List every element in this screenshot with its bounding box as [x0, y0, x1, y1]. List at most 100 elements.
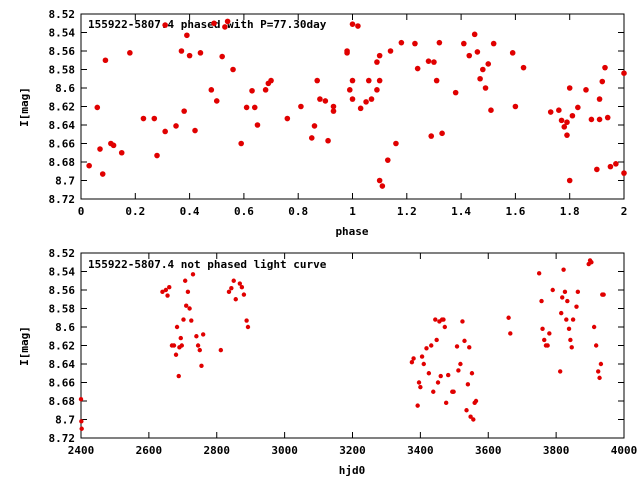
data-point — [550, 287, 555, 293]
data-point — [163, 287, 169, 293]
data-point — [197, 50, 204, 56]
data-point — [460, 319, 465, 324]
data-point — [490, 40, 497, 47]
data-point — [508, 331, 513, 336]
x-tick-label: 0.4 — [180, 205, 200, 218]
data-point — [621, 170, 627, 176]
data-point — [598, 361, 604, 367]
data-point — [118, 149, 125, 156]
y-tick-label: 8.52 — [49, 247, 76, 260]
data-point — [607, 163, 614, 170]
data-point — [173, 123, 179, 129]
x-tick-label: 3800 — [543, 444, 570, 457]
data-point — [424, 346, 429, 351]
data-point — [243, 104, 250, 111]
data-point — [233, 297, 238, 302]
data-point — [174, 324, 180, 330]
data-point — [442, 324, 448, 330]
data-point — [471, 31, 478, 38]
data-point — [211, 20, 217, 27]
data-point — [349, 96, 356, 102]
y-tick-label: 8.62 — [49, 340, 76, 353]
data-point — [540, 326, 545, 332]
data-point — [556, 107, 562, 113]
x-tick-label: 3600 — [475, 444, 502, 457]
data-point — [468, 414, 473, 419]
data-point — [376, 77, 383, 84]
data-point — [224, 18, 231, 25]
data-point — [589, 260, 594, 265]
data-point — [357, 105, 364, 112]
data-point — [249, 87, 255, 94]
data-point — [244, 318, 249, 323]
data-point — [195, 343, 201, 348]
y-tick-label: 8.62 — [49, 101, 76, 114]
data-point — [542, 337, 547, 343]
data-point — [477, 75, 483, 82]
y-tick-label: 8.58 — [49, 303, 76, 316]
data-point — [564, 317, 569, 322]
data-point — [127, 50, 133, 56]
data-point — [379, 183, 386, 189]
data-point — [452, 89, 459, 96]
data-point — [78, 396, 84, 402]
x-tick-label: 1.8 — [560, 205, 580, 218]
data-point — [547, 331, 552, 336]
data-point — [564, 119, 570, 126]
data-point — [387, 48, 394, 54]
data-point — [602, 64, 608, 71]
data-point — [182, 278, 188, 283]
data-point — [564, 132, 570, 138]
data-point — [184, 303, 189, 308]
data-point — [162, 128, 168, 135]
data-point — [181, 108, 187, 114]
data-point — [284, 115, 291, 122]
data-point — [192, 127, 198, 134]
data-point — [363, 99, 369, 105]
data-point — [597, 375, 602, 381]
data-point — [251, 104, 258, 111]
data-point — [414, 65, 421, 72]
data-point — [218, 347, 224, 353]
data-point — [178, 335, 183, 341]
axis-ticks: 2400 2600 2800 3000 3200 3400 3600 3800 4000 8.52… — [49, 247, 638, 457]
data-point — [568, 337, 573, 343]
data-point — [229, 285, 234, 291]
data-point — [376, 177, 383, 184]
data-point — [471, 417, 476, 422]
unphased-light-curve-panel: 155922-5807.4 not phased light curve hjd… — [18, 247, 637, 477]
data-point — [561, 124, 568, 130]
data-point — [593, 343, 599, 348]
data-point — [238, 140, 244, 147]
data-point — [425, 58, 432, 64]
data-point — [485, 61, 492, 67]
data-point — [569, 112, 576, 119]
data-point — [462, 338, 467, 344]
data-point — [583, 87, 589, 93]
data-point — [330, 108, 337, 114]
data-points — [78, 258, 606, 431]
data-point — [268, 77, 274, 84]
data-point — [566, 177, 573, 184]
y-tick-label: 8.72 — [49, 193, 76, 206]
data-point — [189, 318, 194, 323]
y-tick-label: 8.66 — [49, 138, 76, 151]
data-point — [539, 298, 544, 304]
y-tick-label: 8.6 — [55, 321, 75, 334]
data-point — [467, 345, 472, 350]
data-points — [86, 18, 627, 189]
data-point — [441, 317, 446, 322]
data-point — [199, 363, 204, 369]
data-point — [393, 140, 399, 147]
data-point — [241, 292, 247, 297]
data-point — [429, 343, 434, 348]
chart-title: 155922-5807.4 not phased light curve — [88, 258, 327, 271]
data-point — [208, 87, 215, 93]
data-point — [222, 24, 228, 30]
axis-ticks: 0 0.2 0.4 0.6 0.8 1 1.2 1.4 1.6 1.8 2 8.52 8.54 8.56 8… — [49, 8, 628, 218]
data-point — [79, 426, 84, 431]
data-point — [419, 354, 425, 359]
data-point — [488, 107, 494, 113]
data-point — [262, 87, 269, 93]
data-point — [574, 304, 579, 309]
